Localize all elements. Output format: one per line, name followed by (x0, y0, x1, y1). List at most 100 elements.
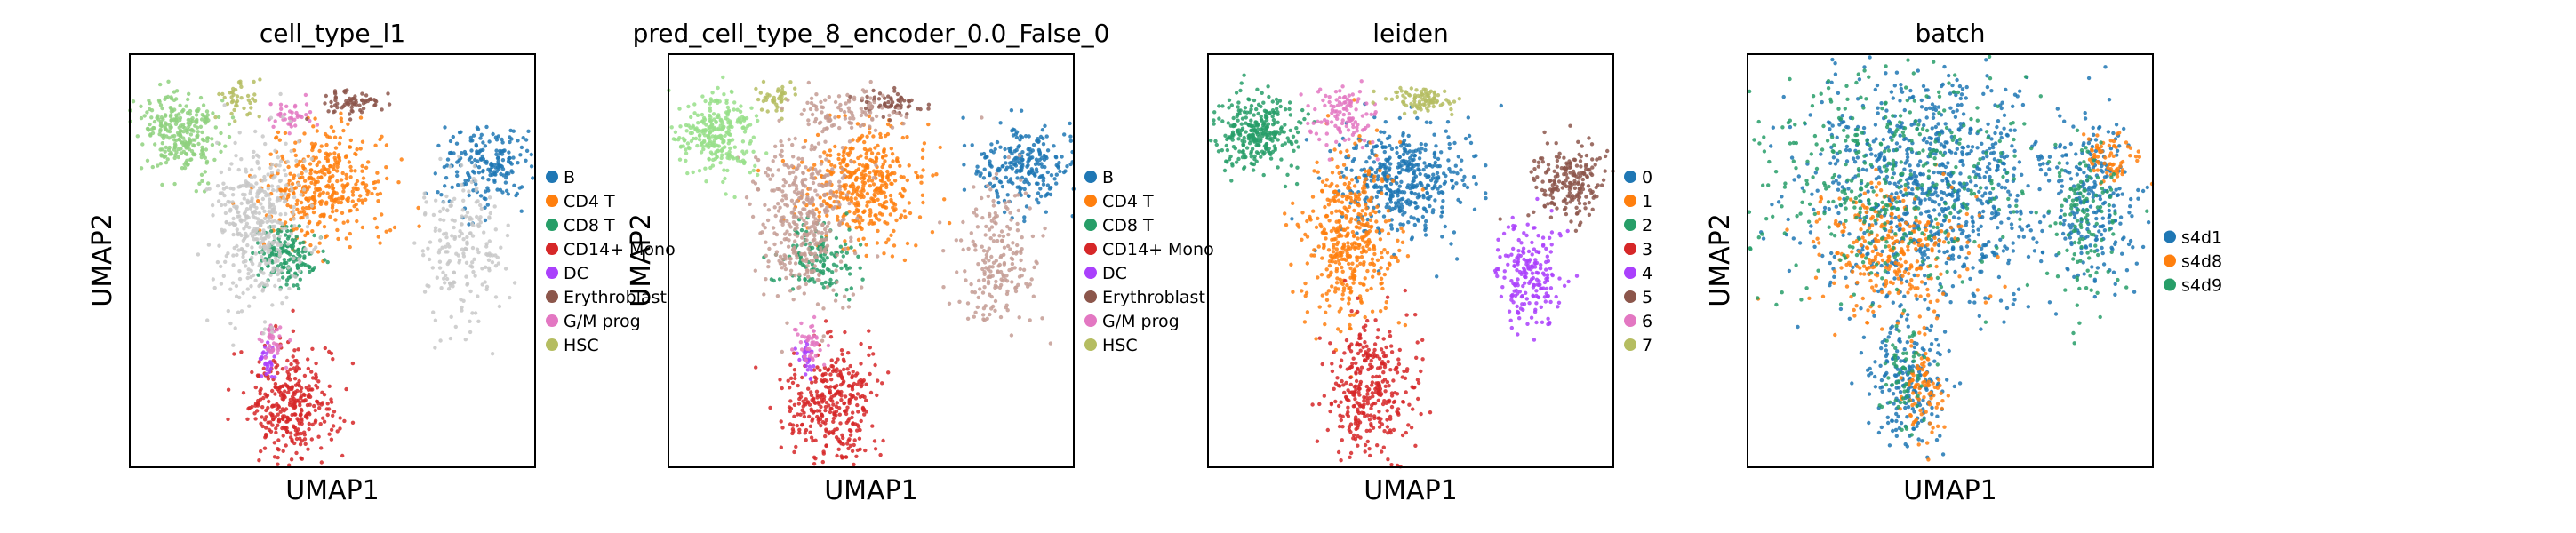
scatter-point (975, 305, 980, 309)
scatter-point (744, 115, 749, 121)
legend-marker (1084, 314, 1097, 327)
scatter-point (1436, 156, 1441, 162)
scatter-point (753, 163, 757, 168)
scatter-point (306, 154, 310, 158)
scatter-point (896, 106, 900, 111)
scatter-point (196, 141, 201, 147)
scatter-point (165, 94, 171, 99)
scatter-point (315, 123, 320, 127)
series-0 (1290, 101, 1504, 279)
scatter-point (239, 84, 244, 90)
scatter-point (1388, 188, 1393, 194)
scatter-point (771, 159, 775, 163)
scatter-point (1349, 168, 1354, 172)
scatter-point (818, 347, 822, 353)
scatter-point (822, 249, 827, 253)
scatter-point (1412, 169, 1417, 173)
scatter-point (500, 137, 504, 142)
scatter-point (806, 334, 812, 338)
scatter-point (773, 213, 778, 219)
legend-label: CD8 T (1102, 216, 1154, 235)
scatter-point (847, 227, 852, 232)
scatter-point (210, 137, 214, 141)
scatter-point (376, 179, 380, 184)
scatter-point (896, 98, 900, 102)
scatter-point (444, 276, 450, 282)
scatter-point (284, 443, 288, 448)
scatter-point (1019, 164, 1024, 170)
scatter-point (467, 193, 471, 198)
scatter-point (250, 245, 254, 250)
scatter-point (777, 259, 781, 263)
scatter-point (289, 228, 293, 234)
scatter-point (1034, 157, 1039, 162)
scatter-point (259, 202, 263, 206)
scatter-point (989, 225, 995, 229)
scatter-point (835, 401, 839, 405)
scatter-point (524, 138, 529, 142)
scatter-point (829, 251, 834, 256)
scatter-point (262, 216, 268, 221)
scatter-point (313, 198, 317, 203)
scatter-point (259, 386, 263, 392)
scatter-point (836, 390, 840, 394)
scatter-point (135, 134, 140, 139)
scatter-point (488, 172, 492, 178)
scatter-point (319, 168, 324, 172)
scatter-point (801, 145, 805, 150)
scatter-point (1384, 184, 1388, 188)
legend-marker (546, 219, 558, 231)
scatter-point (999, 229, 1004, 234)
scatter-point (244, 231, 248, 236)
scatter-point (253, 251, 258, 256)
scatter-point (812, 462, 817, 466)
scatter-point (497, 304, 502, 309)
scatter-point (855, 392, 860, 396)
scatter-point (970, 143, 974, 147)
scatter-point (296, 139, 301, 144)
scatter-point (293, 383, 299, 387)
scatter-point (853, 196, 858, 201)
scatter-point (1320, 293, 1325, 298)
scatter-point (317, 406, 322, 410)
scatter-point (443, 125, 447, 130)
scatter-point (799, 195, 804, 201)
scatter-point (424, 200, 428, 204)
scatter-point (1455, 171, 1460, 176)
scatter-point (472, 171, 476, 175)
scatter-point (716, 85, 720, 91)
scatter-point (836, 115, 841, 119)
scatter-point (516, 139, 520, 143)
scatter-point (260, 205, 265, 210)
scatter-point (1017, 315, 1021, 320)
scatter-point (684, 151, 689, 155)
scatter-point (849, 173, 853, 178)
scatter-point (248, 188, 253, 194)
scatter-point (803, 139, 808, 143)
scatter-point (206, 118, 211, 123)
scatter-point (180, 140, 184, 145)
scatter-point (787, 137, 791, 142)
scatter-point (886, 370, 891, 375)
scatter-point (865, 94, 869, 99)
scatter-point (325, 159, 330, 163)
scatter-point (239, 96, 244, 100)
scatter-point (761, 79, 766, 84)
scatter-point (231, 263, 236, 267)
scatter-point (1388, 196, 1393, 201)
scatter-point (1039, 155, 1044, 161)
scatter-point (855, 428, 860, 433)
scatter-point (853, 178, 859, 182)
scatter-point (1009, 108, 1014, 113)
scatter-point (300, 175, 305, 179)
scatter-point (311, 177, 316, 181)
scatter-point (260, 356, 264, 361)
scatter-point (235, 243, 239, 249)
scatter-point (780, 106, 784, 111)
scatter-point (1412, 157, 1416, 162)
scatter-point (892, 89, 897, 93)
scatter-point (238, 184, 243, 188)
scatter-point (283, 240, 287, 244)
scatter-point (312, 247, 316, 252)
legend-marker (546, 171, 558, 183)
